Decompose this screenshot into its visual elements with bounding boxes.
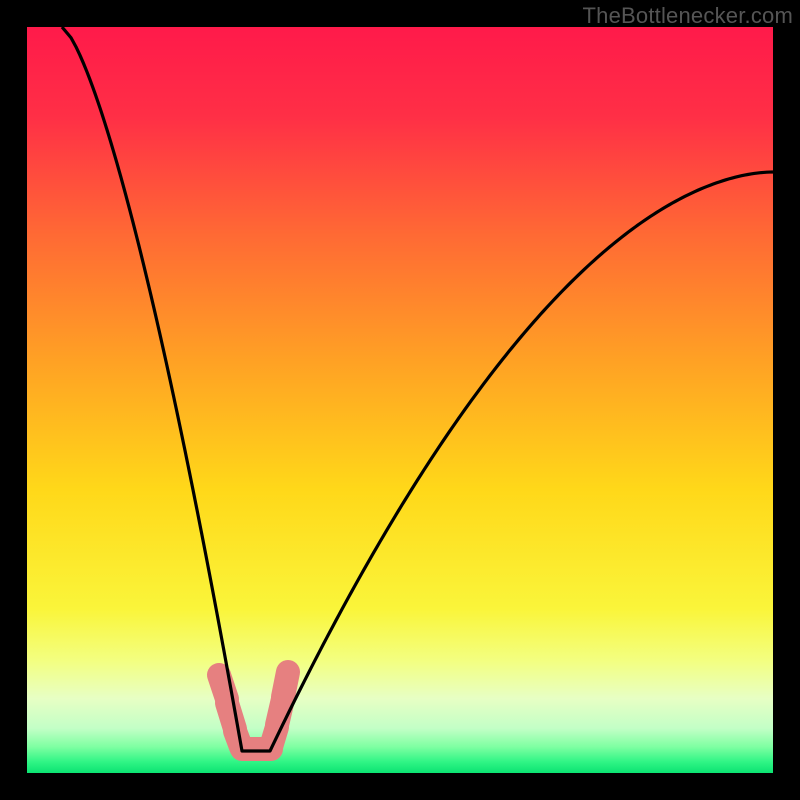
valley-bump-segment (283, 672, 288, 697)
gradient-background (27, 27, 773, 773)
watermark-text: TheBottlenecker.com (583, 3, 793, 29)
frame-left (0, 0, 27, 800)
plot-svg (27, 27, 773, 773)
frame-bottom (0, 773, 800, 800)
plot-area (27, 27, 773, 773)
frame-right (773, 0, 800, 800)
